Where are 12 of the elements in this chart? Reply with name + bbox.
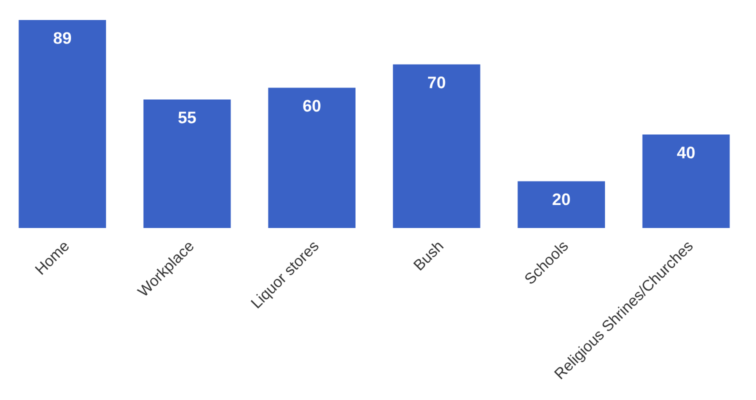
data-label: 89 — [54, 32, 72, 44]
bar — [268, 88, 356, 228]
bar — [18, 20, 106, 228]
data-label: 55 — [178, 112, 196, 124]
bar — [392, 64, 480, 228]
data-label: 20 — [552, 193, 570, 206]
bar — [143, 99, 231, 228]
bar — [642, 134, 730, 228]
data-label: 70 — [428, 76, 446, 88]
data-label: 60 — [303, 100, 320, 112]
bar — [518, 181, 605, 228]
data-label: 40 — [677, 146, 695, 158]
